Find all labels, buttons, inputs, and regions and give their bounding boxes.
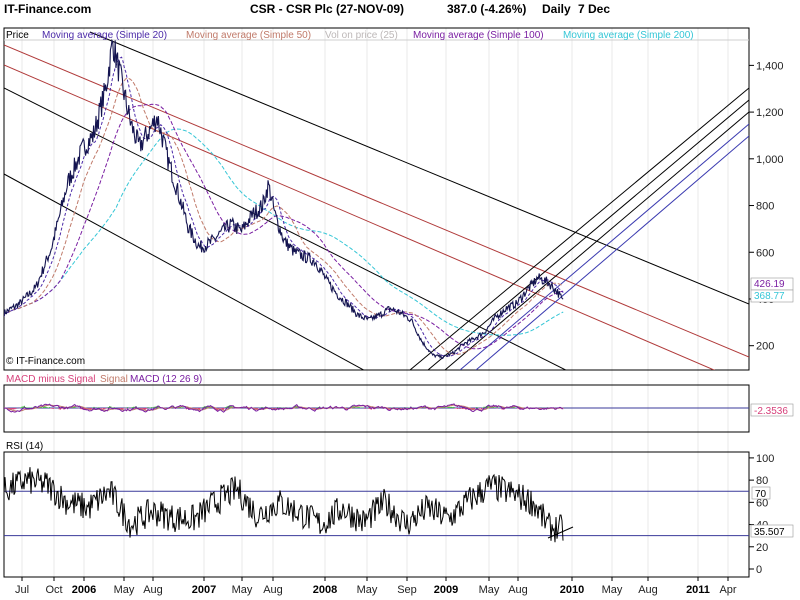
x-axis-label: May — [479, 584, 500, 596]
x-axis-label: Aug — [143, 584, 163, 596]
rsi-title: RSI (14) — [6, 441, 43, 452]
trend-channel-line — [89, 31, 749, 305]
rsi-y-tick-label: 100 — [756, 453, 774, 465]
rsi-value-tag-box — [750, 524, 794, 538]
rsi-y-tick-label: 0 — [756, 564, 762, 576]
trend-channel-line — [4, 87, 567, 370]
chart-date: 7 Dec — [578, 2, 611, 16]
macd-line — [4, 403, 564, 413]
watermark: © IT-Finance.com — [6, 356, 85, 367]
chart-period: Daily — [542, 2, 571, 16]
macd-value-tag-box — [750, 403, 794, 417]
price-y-tick-label: 200 — [756, 341, 774, 353]
x-axis-label: Oct — [45, 584, 62, 596]
rsi-trend-line — [547, 526, 574, 539]
x-axis-label: 2006 — [72, 584, 96, 596]
price-panel-frame — [3, 27, 750, 371]
x-axis-label: Jul — [15, 584, 29, 596]
x-axis-label: Aug — [638, 584, 658, 596]
x-axis-label: 2007 — [192, 584, 216, 596]
x-axis-label: 2009 — [434, 584, 458, 596]
rsi-level-tag-box — [751, 486, 771, 500]
chart-title: CSR - CSR Plc (27-NOV-09) — [250, 2, 405, 16]
price-y-tick-label: 1,400 — [756, 60, 784, 72]
price-value-tag-box — [750, 289, 794, 303]
macd-legend-item: Signal — [100, 374, 128, 385]
price-change: 387.0 (-4.26%) — [447, 2, 527, 16]
x-axis-label: May — [602, 584, 623, 596]
x-axis-label: May — [357, 584, 378, 596]
ma-20-line — [4, 56, 564, 357]
fan-line — [409, 87, 749, 370]
x-axis-label: 2008 — [313, 584, 337, 596]
rsi-level-tag: 70 — [755, 489, 767, 500]
price-legend-item: Vol on price (25) — [325, 30, 398, 41]
price-series-line — [4, 38, 564, 360]
rsi-panel-frame — [3, 451, 750, 578]
rsi-line — [4, 467, 564, 543]
trend-channel-line — [4, 44, 749, 358]
price-legend-item: Moving average (Simple 100) — [413, 30, 544, 41]
macd-legend-item: MACD minus Signal — [6, 374, 95, 385]
trend-channel-line — [4, 173, 365, 370]
x-axis-label: Aug — [263, 584, 283, 596]
ma-200-line — [4, 128, 564, 336]
rsi-value-tag: 35.507 — [754, 527, 785, 538]
x-axis-label: 2010 — [560, 584, 584, 596]
price-legend-item: Moving average (Simple 200) — [563, 30, 694, 41]
x-axis-label: May — [232, 584, 253, 596]
x-axis-label: Apr — [719, 584, 736, 596]
fan-line — [444, 111, 749, 370]
fan-line — [427, 99, 749, 370]
ma-50-line — [4, 77, 564, 355]
price-legend-item: Price — [6, 30, 29, 41]
price-y-tick-label: 1,000 — [756, 154, 784, 166]
macd-legend-item: MACD (12 26 9) — [130, 374, 202, 385]
price-legend-item: Moving average (Simple 50) — [186, 30, 311, 41]
site-name[interactable]: IT-Finance.com — [4, 2, 92, 16]
price-y-tick-label: 600 — [756, 247, 774, 259]
fan-line — [459, 123, 749, 370]
rsi-y-tick-label: 60 — [756, 497, 768, 509]
price-y-tick-label: 1,200 — [756, 107, 784, 119]
fan-line — [475, 135, 749, 370]
ma-100-line — [4, 103, 564, 350]
x-axis-label: Aug — [508, 584, 528, 596]
price-value-tag: 368.77 — [754, 291, 785, 302]
x-axis-label: 2011 — [686, 584, 710, 596]
trend-channel-line — [4, 64, 716, 370]
price-value-tag: 426.19 — [754, 279, 785, 290]
x-axis-label: Sep — [397, 584, 417, 596]
price-legend-item: Moving average (Simple 20) — [42, 30, 167, 41]
macd-value-tag: -2.3536 — [754, 406, 788, 417]
rsi-y-tick-label: 20 — [756, 542, 768, 554]
x-axis-label: May — [114, 584, 135, 596]
price-y-tick-label: 800 — [756, 201, 774, 213]
rsi-y-tick-label: 80 — [756, 475, 768, 487]
